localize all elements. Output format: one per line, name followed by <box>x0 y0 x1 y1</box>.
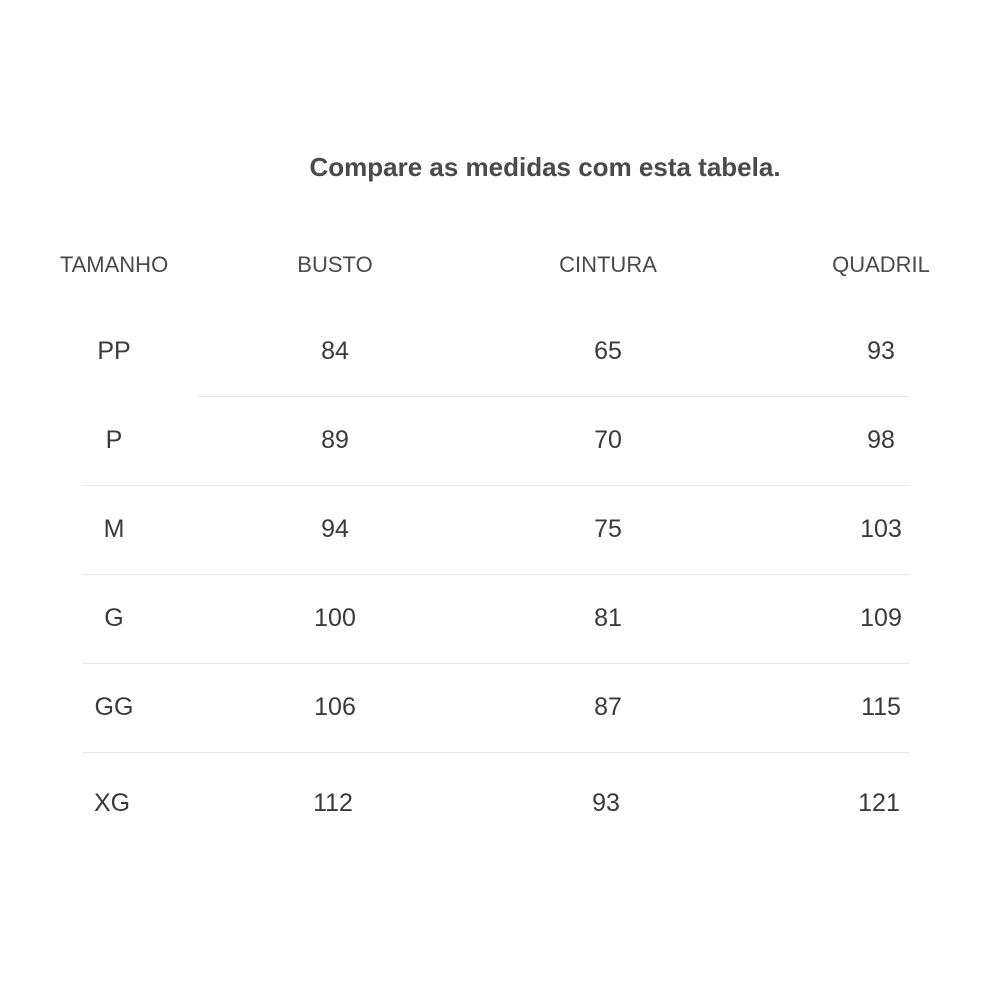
busto-cell: 89 <box>321 426 349 454</box>
header-busto: BUSTO <box>297 252 373 277</box>
cintura-cell: 75 <box>594 515 622 543</box>
row-divider <box>82 663 910 664</box>
quadril-cell: 93 <box>867 337 895 365</box>
busto-cell: 106 <box>314 693 356 721</box>
size-cell: P <box>105 426 123 454</box>
busto-cell: 100 <box>314 604 356 632</box>
cintura-cell: 93 <box>592 789 620 817</box>
size-cell: PP <box>97 337 131 365</box>
row-divider <box>82 485 910 486</box>
header-tamanho: TAMANHO <box>59 252 169 277</box>
cintura-cell: 81 <box>594 604 622 632</box>
page-title: Compare as medidas com esta tabela. <box>309 152 781 182</box>
header-cintura: CINTURA <box>559 252 657 277</box>
size-cell: GG <box>94 693 134 721</box>
busto-cell: 94 <box>321 515 349 543</box>
row-divider <box>82 752 910 753</box>
cintura-cell: 87 <box>594 693 622 721</box>
quadril-cell: 103 <box>860 515 902 543</box>
quadril-cell: 115 <box>861 693 901 721</box>
busto-cell: 84 <box>321 337 349 365</box>
header-quadril: QUADRIL <box>832 252 930 277</box>
size-cell: M <box>103 515 125 543</box>
busto-cell: 112 <box>313 789 353 817</box>
row-divider <box>82 574 910 575</box>
quadril-cell: 98 <box>867 426 895 454</box>
quadril-cell: 109 <box>860 604 902 632</box>
row-divider <box>198 396 910 397</box>
size-cell: G <box>104 604 124 632</box>
cintura-cell: 70 <box>594 426 622 454</box>
size-cell: XG <box>93 789 131 817</box>
cintura-cell: 65 <box>594 337 622 365</box>
quadril-cell: 121 <box>858 789 900 817</box>
